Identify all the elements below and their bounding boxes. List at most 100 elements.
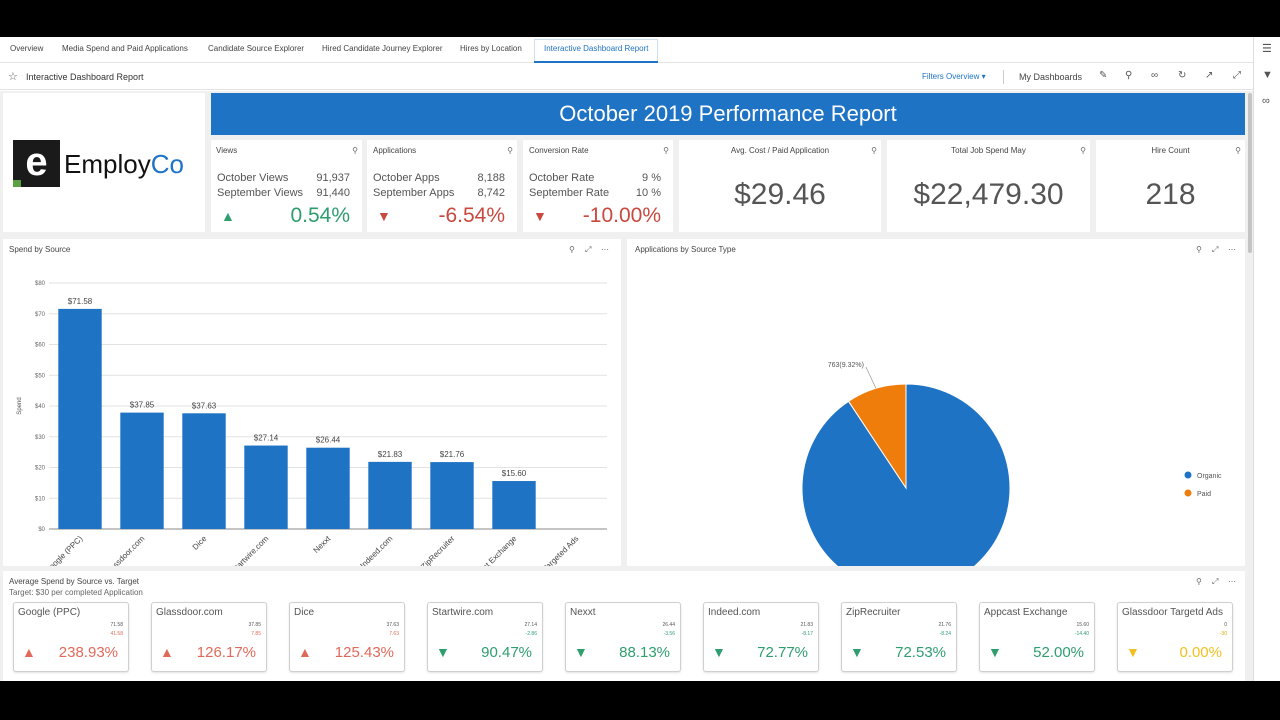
bar-data-label: $71.58 [68, 297, 93, 306]
tab-media-spend[interactable]: Media Spend and Paid Applications [62, 44, 188, 53]
pin-icon[interactable]: ⚲ [871, 146, 877, 155]
pin-icon[interactable]: ⚲ [507, 146, 513, 155]
y-tick-label: $60 [35, 343, 46, 349]
y-tick-label: $30 [35, 435, 46, 441]
favorite-star-icon[interactable]: ☆ [8, 71, 18, 83]
tile-source-name: Google (PPC) [18, 607, 81, 618]
employco-logo-mark: e [13, 140, 60, 187]
pin-icon[interactable]: ⚲ [352, 146, 358, 155]
spend-bar-chart: $0 $10 $20 $30 $40 $50 $60 $70 $80 Spend $71.58 Goo… [17, 281, 607, 566]
source-target-tile[interactable]: Glassdoor.com 37.85 7.85 ▲ 126.17% [151, 602, 267, 672]
source-target-tile[interactable]: ZipRecruiter 21.76 -8.24 ▼ 72.53% [841, 602, 957, 672]
expand-icon[interactable]: ⤢ [585, 245, 592, 254]
source-target-tile[interactable]: Appcast Exchange 15.60 -14.40 ▼ 52.00% [979, 602, 1095, 672]
avg-spend-subtitle: Target: $30 per completed Application [9, 588, 143, 597]
link-icon[interactable]: ∞ [1151, 70, 1159, 81]
bar-data-label: $26.44 [316, 436, 341, 445]
kpi-applications-row2-label: September Apps [373, 187, 455, 199]
tile-actual-value: 71.58 [110, 622, 123, 628]
bar-data-label: $37.85 [130, 401, 155, 410]
source-target-tile[interactable]: Nexxt 26.44 -3.56 ▼ 88.13% [565, 602, 681, 672]
pin-icon[interactable]: ⚲ [1125, 70, 1133, 81]
bar [430, 462, 474, 529]
dashboard-canvas: e EmployCo October 2019 Performance Repo… [0, 91, 1253, 681]
kpi-avg-cost-card: Avg. Cost / Paid Application ⚲ $29.46 [679, 140, 881, 232]
kpi-total-spend-value: $22,479.30 [913, 178, 1064, 211]
pin-icon[interactable]: ⚲ [1080, 146, 1086, 155]
expand-icon[interactable]: ⤢ [1212, 577, 1219, 586]
y-tick-label: $40 [35, 404, 46, 410]
tab-hired-candidate-journey[interactable]: Hired Candidate Journey Explorer [322, 44, 443, 53]
expand-icon[interactable]: ⤢ [1212, 245, 1219, 254]
filter-icon[interactable]: ▼ [1262, 69, 1273, 81]
y-tick-label: $70 [35, 312, 46, 318]
pie-data-label: 763(9.32%) [828, 362, 864, 369]
pin-icon[interactable]: ⚲ [1235, 146, 1241, 155]
legend-label: Paid [1197, 491, 1211, 498]
kpi-conversion-row1-label: October Rate [529, 172, 595, 184]
tile-percent-of-target: 238.93% [58, 644, 118, 661]
edit-icon[interactable]: ✎ [1099, 70, 1108, 81]
pin-icon[interactable]: ⚲ [569, 245, 575, 254]
pie-slice [801, 383, 1011, 566]
pin-icon[interactable]: ⚲ [663, 146, 669, 155]
x-tick-label: Nexxt [312, 534, 333, 555]
kpi-conversion-title: Conversion Rate [529, 146, 589, 155]
kpi-applications-title: Applications [373, 146, 417, 155]
tile-source-name: Glassdoor.com [156, 607, 223, 618]
bar [306, 447, 350, 529]
refresh-icon[interactable]: ↻ [1178, 70, 1187, 81]
tile-variance-value: -14.40 [1074, 631, 1089, 637]
fullscreen-icon[interactable]: ⤢ [1233, 70, 1241, 81]
pin-icon[interactable]: ⚲ [1196, 245, 1202, 254]
glasses-icon[interactable]: ∞ [1262, 95, 1270, 107]
source-target-tile[interactable]: Dice 37.63 7.63 ▲ 125.43% [289, 602, 405, 672]
bar [120, 412, 164, 529]
source-target-tile[interactable]: Glassdoor Targetd Ads 0 -30 ▼ 0.00% [1117, 602, 1233, 672]
tab-hires-by-location[interactable]: Hires by Location [460, 44, 522, 53]
filters-overview-dropdown[interactable]: Filters Overview ▾ [922, 72, 986, 81]
more-options-icon[interactable]: ⋯ [1228, 245, 1236, 254]
source-target-tile[interactable]: Startwire.com 27.14 -2.86 ▼ 90.47% [427, 602, 543, 672]
bar-data-label: $21.83 [378, 450, 403, 459]
right-sidebar: ☰ ▼ ∞ [1253, 37, 1280, 681]
more-options-icon[interactable]: ⋯ [1228, 577, 1236, 586]
share-icon[interactable]: ↗ [1205, 70, 1214, 81]
pie-leader-line [865, 366, 877, 389]
x-tick-label: Glassdoor Targeted Ads [514, 534, 581, 566]
spend-by-source-title: Spend by Source [9, 245, 71, 254]
kpi-total-spend-card: Total Job Spend May ⚲ $22,479.30 [887, 140, 1090, 232]
tile-actual-value: 27.14 [524, 622, 537, 628]
tile-variance-value: -8.24 [939, 631, 951, 637]
tile-actual-value: 37.85 [248, 622, 261, 628]
logo-green-accent [13, 180, 21, 187]
x-tick-label: ZipRecruiter [419, 534, 456, 566]
chevron-down-icon: ▾ [981, 72, 986, 81]
tab-overview[interactable]: Overview [10, 44, 44, 53]
pin-icon[interactable]: ⚲ [1196, 577, 1202, 586]
employco-logo-text: EmployCo [64, 149, 184, 179]
source-target-tile[interactable]: Google (PPC) 71.58 41.58 ▲ 238.93% [13, 602, 129, 672]
dashboard-titlebar: ☆ Interactive Dashboard Report Filters O… [0, 64, 1253, 90]
y-axis-label: Spend [17, 397, 23, 414]
tile-percent-of-target: 72.53% [895, 644, 946, 661]
my-dashboards-link[interactable]: My Dashboards [1019, 72, 1083, 82]
avg-spend-vs-target-card: Average Spend by Source vs. Target Targe… [3, 571, 1245, 681]
tile-percent-of-target: 88.13% [619, 644, 670, 661]
logo-card: e EmployCo [3, 93, 205, 232]
tile-source-name: Glassdoor Targetd Ads [1122, 607, 1223, 618]
bar [58, 308, 102, 529]
tile-variance-value: -2.86 [525, 631, 537, 637]
vertical-scrollbar[interactable] [1248, 93, 1252, 253]
menu-icon[interactable]: ☰ [1262, 43, 1272, 55]
tab-candidate-source-explorer[interactable]: Candidate Source Explorer [208, 44, 305, 53]
tab-interactive-dashboard-report[interactable]: Interactive Dashboard Report [544, 44, 649, 53]
y-tick-label: $20 [35, 466, 46, 472]
tile-actual-value: 37.63 [386, 622, 399, 628]
source-target-tile[interactable]: Indeed.com 21.83 -8.17 ▼ 72.77% [703, 602, 819, 672]
tile-percent-of-target: 52.00% [1033, 644, 1084, 661]
more-options-icon[interactable]: ⋯ [601, 245, 609, 254]
down-arrow-icon: ▼ [377, 208, 391, 224]
legend-label: Organic [1197, 473, 1222, 480]
tile-percent-of-target: 0.00% [1179, 644, 1222, 661]
